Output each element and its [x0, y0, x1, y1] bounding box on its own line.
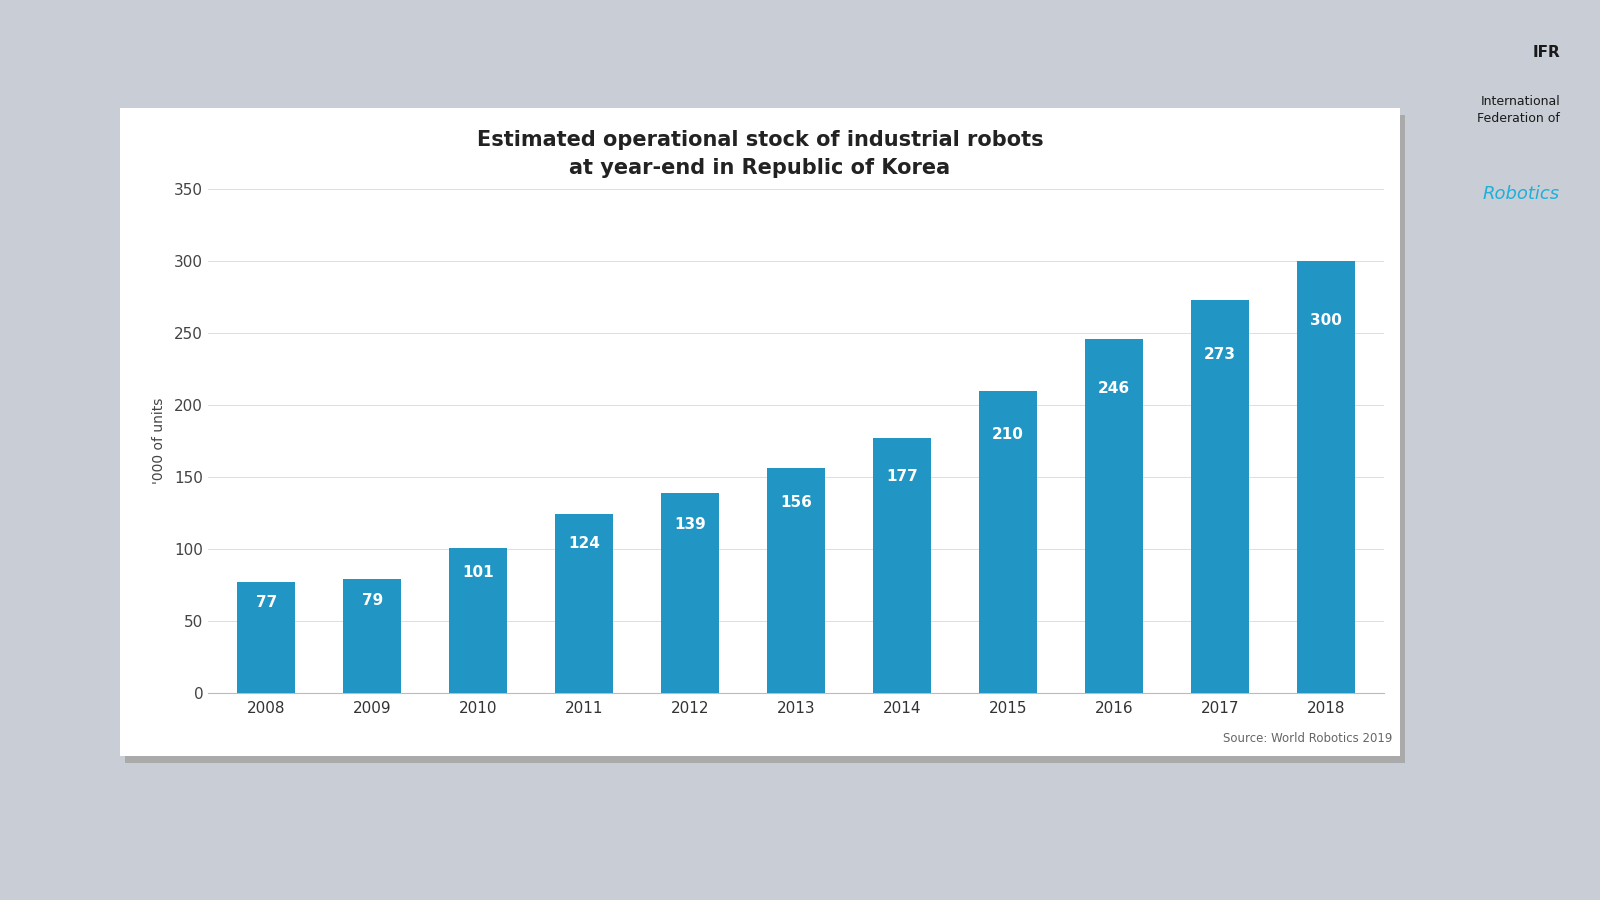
Bar	[450, 547, 507, 693]
Text: 177: 177	[886, 469, 918, 483]
Text: International
Federation of: International Federation of	[1477, 94, 1560, 124]
Text: 139: 139	[674, 517, 706, 532]
Bar	[342, 580, 402, 693]
Text: 300: 300	[1310, 313, 1342, 328]
Bar	[874, 438, 931, 693]
Text: 273: 273	[1203, 347, 1235, 362]
Text: 124: 124	[568, 536, 600, 551]
Text: Source: World Robotics 2019: Source: World Robotics 2019	[1222, 733, 1392, 745]
Bar	[555, 515, 613, 693]
Text: 101: 101	[462, 565, 494, 580]
Text: Estimated operational stock of industrial robots
at year-end in Republic of Kore: Estimated operational stock of industria…	[477, 130, 1043, 178]
Text: 246: 246	[1098, 382, 1130, 396]
Bar	[237, 582, 296, 693]
Text: Robotics: Robotics	[1483, 184, 1560, 202]
Text: IFR: IFR	[1533, 45, 1560, 60]
Bar	[661, 493, 718, 693]
Text: 79: 79	[362, 593, 382, 608]
Y-axis label: '000 of units: '000 of units	[152, 398, 166, 484]
Text: 77: 77	[256, 596, 277, 610]
Bar	[1190, 300, 1250, 693]
Text: 156: 156	[781, 495, 811, 510]
Text: 210: 210	[992, 427, 1024, 442]
Bar	[766, 468, 826, 693]
Bar	[979, 391, 1037, 693]
Bar	[1085, 338, 1142, 693]
Bar	[1296, 261, 1355, 693]
